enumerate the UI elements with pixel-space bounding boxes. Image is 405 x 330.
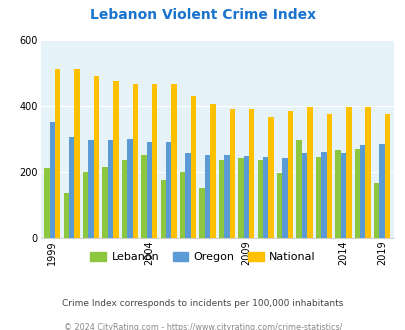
Bar (146, 142, 151, 238)
Bar (160, 180, 166, 238)
Bar (320, 152, 326, 238)
Bar (243, 156, 248, 238)
Bar (44, 168, 49, 238)
Bar (364, 107, 370, 238)
Bar (276, 173, 282, 238)
Bar (166, 142, 171, 238)
Bar (179, 172, 185, 238)
Bar (218, 160, 224, 238)
Bar (151, 84, 157, 238)
Bar (74, 69, 80, 238)
Legend: Lebanon, Oregon, National: Lebanon, Oregon, National (85, 248, 320, 267)
Bar (340, 153, 345, 238)
Bar (69, 137, 74, 238)
Bar (171, 84, 177, 238)
Bar (248, 109, 254, 238)
Bar (63, 193, 69, 238)
Bar (83, 172, 88, 238)
Bar (326, 114, 331, 238)
Bar (229, 109, 234, 238)
Bar (268, 117, 273, 238)
Bar (345, 107, 351, 238)
Bar (88, 140, 94, 238)
Bar (287, 111, 292, 238)
Bar (122, 160, 127, 238)
Text: Lebanon Violent Crime Index: Lebanon Violent Crime Index (90, 8, 315, 22)
Bar (238, 158, 243, 238)
Bar (127, 139, 132, 238)
Bar (354, 148, 359, 238)
Bar (282, 158, 287, 238)
Bar (94, 76, 99, 238)
Bar (102, 167, 107, 238)
Bar (301, 153, 307, 238)
Bar (335, 150, 340, 238)
Bar (379, 144, 384, 238)
Text: © 2024 CityRating.com - https://www.cityrating.com/crime-statistics/: © 2024 CityRating.com - https://www.city… (64, 323, 341, 330)
Bar (307, 107, 312, 238)
Bar (199, 188, 204, 238)
Bar (49, 122, 55, 238)
Bar (257, 160, 262, 238)
Bar (210, 104, 215, 238)
Bar (190, 96, 196, 238)
Bar (204, 155, 210, 238)
Bar (262, 157, 268, 238)
Bar (55, 69, 60, 238)
Bar (185, 153, 190, 238)
Bar (315, 157, 320, 238)
Bar (132, 84, 138, 238)
Text: Crime Index corresponds to incidents per 100,000 inhabitants: Crime Index corresponds to incidents per… (62, 299, 343, 308)
Bar (359, 145, 364, 238)
Bar (113, 81, 118, 238)
Bar (373, 183, 379, 238)
Bar (384, 114, 389, 238)
Bar (296, 140, 301, 238)
Bar (224, 155, 229, 238)
Bar (107, 140, 113, 238)
Bar (141, 155, 146, 238)
